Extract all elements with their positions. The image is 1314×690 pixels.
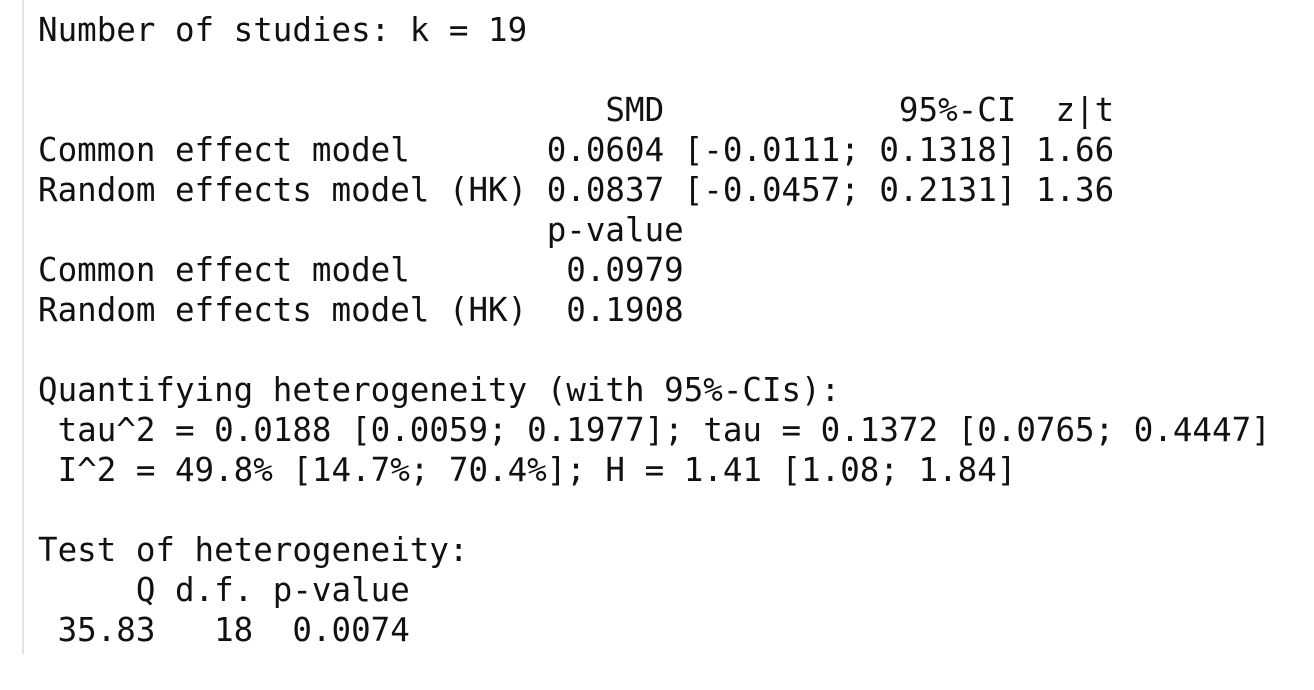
output-line: Number of studies: k = 19 xyxy=(38,11,528,49)
output-line: tau^2 = 0.0188 [0.0059; 0.1977]; tau = 0… xyxy=(38,411,1271,449)
output-block: Number of studies: k = 19 xyxy=(38,10,1271,50)
output-line: Quantifying heterogeneity (with 95%-CIs)… xyxy=(38,371,841,409)
page: Number of studies: k = 19 SMD 95%-CI z|t… xyxy=(0,0,1271,654)
output-block: SMD 95%-CI z|t Common effect model 0.0604… xyxy=(38,90,1271,330)
output-line: Common effect model 0.0604 [-0.0111; 0.1… xyxy=(38,131,1115,169)
output-line: SMD 95%-CI z|t xyxy=(38,91,1115,129)
output-line: Common effect model 0.0979 xyxy=(38,251,684,289)
output-line: 35.83 18 0.0074 xyxy=(38,611,410,649)
output-line: Test of heterogeneity: xyxy=(38,531,469,569)
output-block: Test of heterogeneity: Q d.f. p-value 35… xyxy=(38,530,1271,650)
console-output: Number of studies: k = 19 SMD 95%-CI z|t… xyxy=(38,10,1271,690)
output-line: Random effects model (HK) 0.0837 [-0.045… xyxy=(38,171,1115,209)
gutter xyxy=(0,0,24,654)
output-line: Random effects model (HK) 0.1908 xyxy=(38,291,684,329)
output-line: Q d.f. p-value xyxy=(38,571,410,609)
output-line: I^2 = 49.8% [14.7%; 70.4%]; H = 1.41 [1.… xyxy=(38,451,1017,489)
output-block: Quantifying heterogeneity (with 95%-CIs)… xyxy=(38,370,1271,490)
output-line: p-value xyxy=(38,211,684,249)
